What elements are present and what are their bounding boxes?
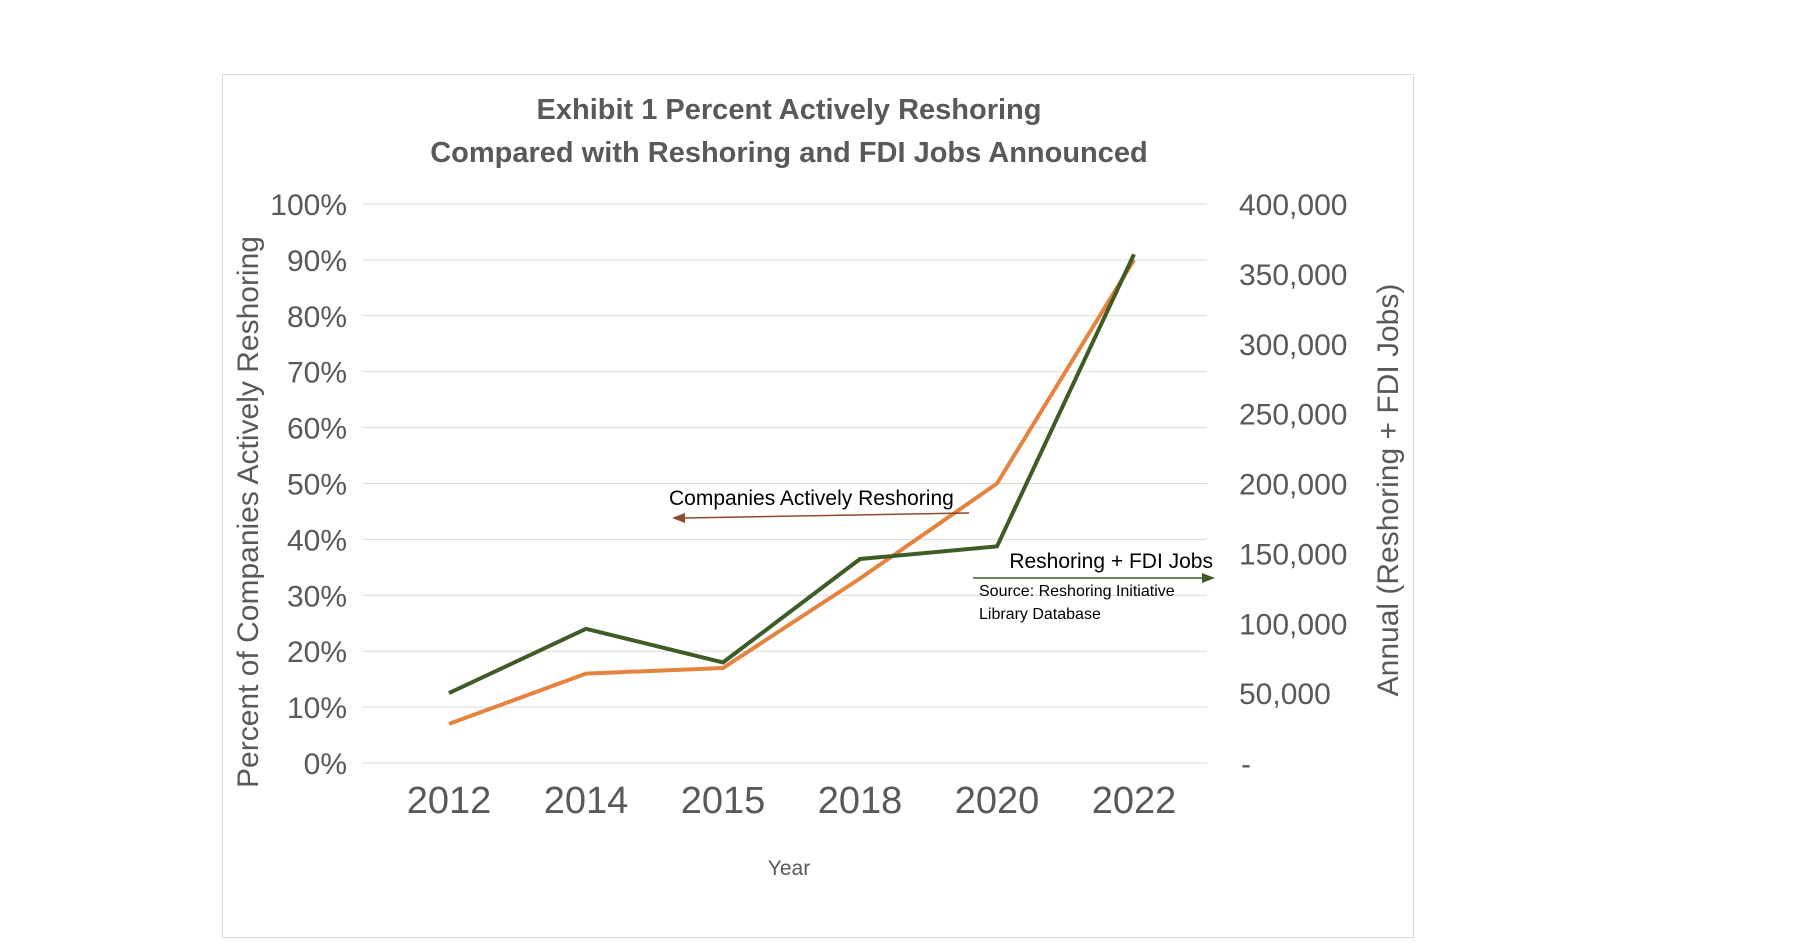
left-tick-label: 80% (287, 301, 347, 334)
series-line-jobs (448, 253, 1136, 695)
right-tick-label: 150,000 (1239, 538, 1347, 571)
right-tick-label: 300,000 (1239, 329, 1347, 362)
right-tick-label: - (1241, 748, 1251, 781)
left-axis-title: Percent of Companies Actively Reshoring (232, 236, 265, 788)
left-tick-label: 30% (287, 580, 347, 613)
companies-arrow-line (684, 512, 970, 519)
left-axis-ticks: 0% 10% 20% 30% 40% 50% 60% 70% 80% 90% 100% (270, 189, 347, 781)
x-tick-label: 2014 (544, 780, 629, 822)
left-tick-label: 100% (270, 189, 347, 222)
left-tick-label: 40% (287, 524, 347, 557)
right-tick-label: 350,000 (1239, 259, 1347, 292)
x-axis-ticks: 2012 2014 2015 2018 2020 2022 (407, 780, 1177, 822)
source-line1: Source: Reshoring Initiative (979, 583, 1175, 600)
companies-arrow-head (672, 513, 685, 523)
x-tick-label: 2020 (955, 780, 1040, 822)
jobs-arrow-head (1202, 573, 1215, 583)
x-tick-label: 2022 (1092, 780, 1177, 822)
chart-title-line1: Exhibit 1 Percent Actively Reshoring (537, 94, 1042, 126)
x-tick-label: 2015 (681, 780, 766, 822)
right-tick-label: 100,000 (1239, 608, 1347, 641)
chart-svg: Exhibit 1 Percent Actively Reshoring Com… (232, 94, 1405, 880)
left-tick-label: 90% (287, 245, 347, 278)
right-tick-label: 250,000 (1239, 399, 1347, 432)
left-tick-label: 0% (304, 748, 347, 781)
x-tick-label: 2018 (818, 780, 903, 822)
left-tick-label: 60% (287, 413, 347, 446)
jobs-annotation-label: Reshoring + FDI Jobs (1009, 550, 1213, 573)
companies-annotation-label: Companies Actively Reshoring (669, 487, 954, 510)
chart-title-line2: Compared with Reshoring and FDI Jobs Ann… (430, 137, 1148, 169)
right-tick-label: 400,000 (1239, 189, 1347, 222)
x-tick-label: 2012 (407, 780, 492, 822)
right-axis-ticks: - 50,000 100,000 150,000 200,000 250,000 300,0… (1239, 189, 1347, 781)
right-tick-label: 200,000 (1239, 469, 1347, 502)
left-tick-label: 20% (287, 636, 347, 669)
right-axis-title: Annual (Reshoring + FDI Jobs) (1372, 284, 1405, 697)
left-tick-label: 10% (287, 692, 347, 725)
left-tick-label: 50% (287, 469, 347, 502)
gridlines (363, 203, 1207, 764)
left-tick-label: 70% (287, 357, 347, 390)
source-line2: Library Database (979, 606, 1101, 623)
x-axis-title: Year (768, 857, 810, 880)
series-lines (448, 253, 1136, 726)
annotations: Companies Actively Reshoring Reshoring +… (669, 487, 1215, 623)
right-tick-label: 50,000 (1239, 678, 1331, 711)
series-line-companies (448, 258, 1136, 726)
chart-frame: Exhibit 1 Percent Actively Reshoring Com… (222, 74, 1414, 938)
